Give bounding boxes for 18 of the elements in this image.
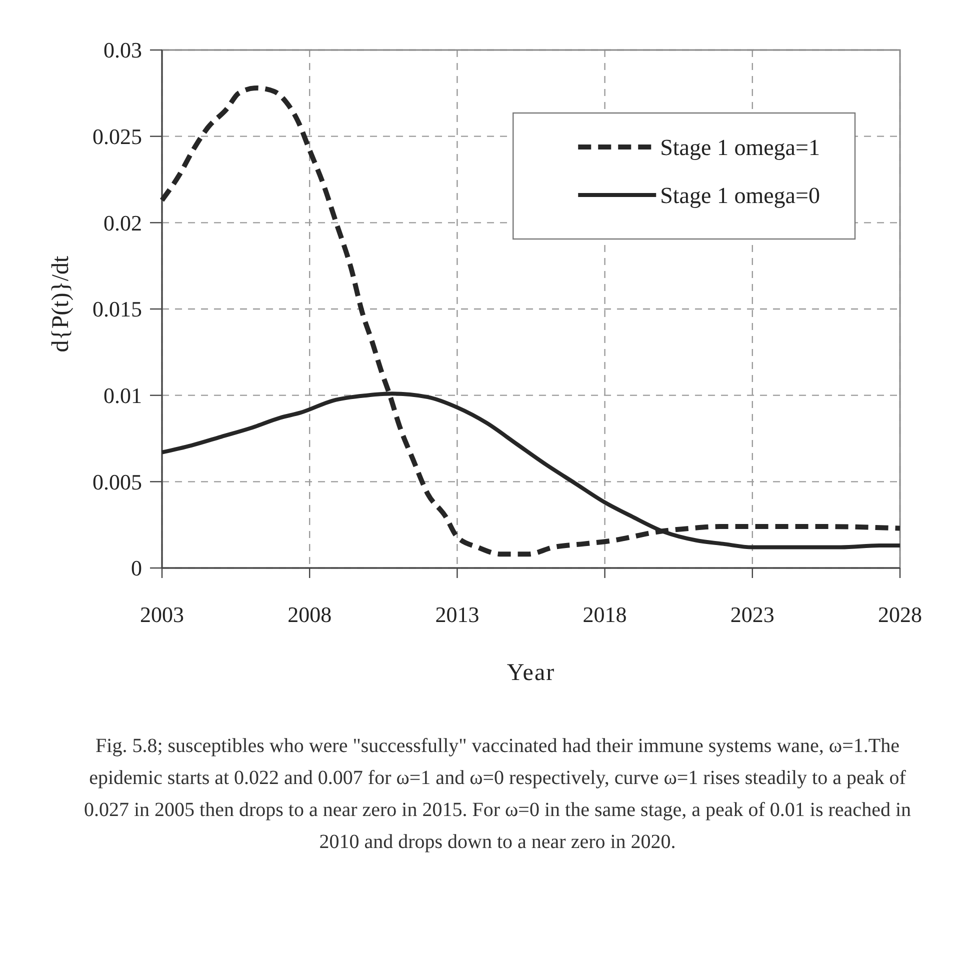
x-axis-title: Year <box>506 660 556 686</box>
y-tick-label: 0.01 <box>104 383 142 408</box>
y-tick-label: 0.025 <box>92 124 142 150</box>
legend-label: Stage 1 omega=0 <box>660 183 820 208</box>
x-tick-label: 2008 <box>288 602 332 627</box>
x-tick-label: 2023 <box>730 602 774 627</box>
x-tick-label: 2003 <box>140 602 184 627</box>
x-tick-label: 2013 <box>435 602 480 627</box>
y-tick-label: 0.015 <box>92 296 142 322</box>
legend-label: Stage 1 omega=1 <box>660 135 820 160</box>
y-tick-label: 0.005 <box>92 469 142 494</box>
y-tick-label: 0.02 <box>104 210 142 236</box>
y-tick-label: 0 <box>131 556 142 581</box>
y-axis-title: d{P(t)}/dt <box>48 255 74 352</box>
x-tick-label: 2018 <box>582 602 627 627</box>
y-tick-label: 0.03 <box>104 38 142 63</box>
x-tick-label: 2028 <box>878 602 922 627</box>
caption: Fig. 5.8; susceptibles who were "successfully" vaccinated had their immune systems wane, ω=1.The epidemic starts at 0.022 and 0.007 for ω=1 and ω=0 respectively, curve ω=1 rises steadily to a peak of 0.027 in 2005 then drops to a near zero in 2015. For ω=0 in the same stage, a peak of 0.01 is reached in 2010 and drops down to a near zero in 2020. <box>84 735 912 853</box>
